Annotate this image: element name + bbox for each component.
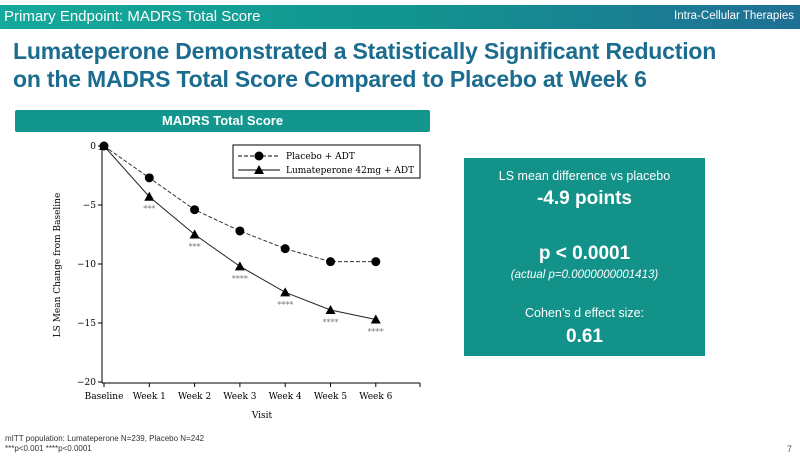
x-tick-label: Week 1 [133, 392, 166, 402]
placebo-point [190, 205, 200, 215]
x-tick-label: Baseline [85, 392, 124, 402]
significance-marker: *** [189, 243, 201, 252]
title-line-1: Lumateperone Demonstrated a Statisticall… [13, 38, 717, 64]
y-tick-label: −15 [77, 319, 96, 329]
legend-lumateperone-marker [254, 165, 264, 174]
significance-marker: **** [232, 274, 248, 283]
effect-value: 0.61 [566, 326, 603, 347]
chart-banner: MADRS Total Score [15, 110, 430, 132]
legend-placebo-marker [254, 151, 264, 161]
placebo-point [326, 257, 335, 267]
y-axis-label: LS Mean Change from Baseline [53, 193, 63, 338]
company-name: Intra-Cellular Therapies [674, 10, 794, 22]
lumateperone-point [234, 261, 245, 271]
placebo-point [144, 173, 154, 183]
lumateperone-point [99, 141, 109, 150]
placebo-point [235, 226, 245, 236]
footnote-population: mITT population: Lumateperone N=239, Pla… [5, 434, 205, 443]
title-line-2: on the MADRS Total Score Compared to Pla… [13, 66, 647, 92]
legend-lumateperone-label: Lumateperone 42mg + ADT [286, 166, 414, 176]
significance-marker: **** [323, 318, 339, 327]
x-tick-label: Week 4 [269, 392, 302, 402]
placebo-point [371, 257, 381, 267]
x-tick-label: Week 5 [314, 392, 347, 402]
significance-marker: **** [368, 327, 384, 336]
diff-value: -4.9 points [536, 188, 632, 209]
lumateperone-point [325, 305, 336, 315]
placebo-point [280, 244, 290, 254]
p-actual: (actual p=0.0000000001413) [510, 269, 659, 281]
p-value: p < 0.0001 [538, 243, 631, 264]
lumateperone-point [144, 191, 155, 201]
madrs-chart: 0 −5 −10 −15 −20 Baseline Week 1 Week 2 Week 3 We… [53, 141, 421, 421]
x-axis-label: Visit [251, 411, 273, 421]
section-title: Primary Endpoint: MADRS Total Score [4, 8, 261, 25]
legend-box [232, 144, 421, 179]
x-tick-label: Week 2 [178, 392, 211, 402]
stats-panel: LS mean difference vs placebo -4.9 point… [464, 158, 705, 356]
top-bar: Primary Endpoint: MADRS Total Score Intr… [0, 5, 800, 29]
y-tick-label: −10 [77, 260, 96, 270]
diff-label: LS mean difference vs placebo [498, 169, 671, 183]
lumateperone-point [280, 287, 291, 297]
significance-marker: **** [277, 300, 293, 309]
slide-title: Lumateperone Demonstrated a Statisticall… [13, 37, 716, 93]
page-number: 7 [786, 444, 792, 454]
lumateperone-point [189, 229, 200, 239]
y-tick-label: 0 [90, 142, 96, 152]
legend-placebo-label: Placebo + ADT [286, 152, 355, 162]
x-tick-label: Week 3 [223, 392, 256, 402]
effect-label: Cohen’s d effect size: [524, 306, 645, 320]
footnote-significance: ***p<0.001 ****p<0.0001 [5, 444, 92, 453]
y-tick-label: −20 [77, 378, 96, 388]
lumateperone-point [370, 314, 381, 324]
x-tick-label: Week 6 [359, 392, 392, 402]
y-tick-label: −5 [83, 201, 97, 211]
significance-marker: *** [143, 205, 155, 214]
